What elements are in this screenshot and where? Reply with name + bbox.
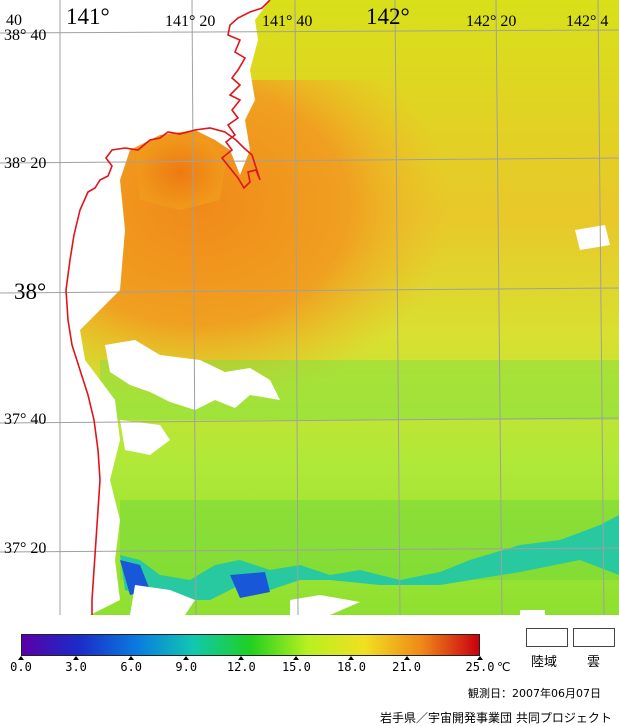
colorbar-tick-label: 15.0 bbox=[281, 660, 311, 674]
cloud-patch bbox=[120, 420, 170, 455]
cloud-legend-swatch bbox=[573, 628, 615, 647]
land-mass bbox=[0, 0, 270, 615]
lat-label-40-partial: 40 bbox=[6, 12, 22, 29]
colorbar-tick-mark bbox=[18, 656, 24, 660]
colorbar-tick-mark bbox=[477, 656, 483, 660]
colorbar-unit: ℃ bbox=[497, 660, 511, 674]
temperature-colorbar bbox=[21, 634, 480, 656]
lon-label-142-40: 142° 4 bbox=[566, 13, 609, 30]
colorbar-tick-label: 21.0 bbox=[392, 660, 421, 674]
cold-eddy-blue bbox=[120, 560, 270, 598]
lon-label-142-20: 142° 20 bbox=[466, 13, 517, 30]
cloud-legend-label: 雲 bbox=[587, 655, 601, 670]
warm-bay-water bbox=[135, 135, 225, 210]
lat-label-38-40: 38° 40 bbox=[4, 27, 47, 44]
lat-label-38-20: 38° 20 bbox=[4, 155, 47, 172]
colorbar-tick-mark bbox=[238, 656, 245, 660]
lon-label-142: 142° bbox=[366, 4, 410, 29]
sst-map-canvas bbox=[0, 0, 619, 615]
colorbar-tick-mark bbox=[348, 656, 355, 660]
colorbar-tick-mark bbox=[73, 656, 80, 660]
lon-label-141-40: 141° 40 bbox=[262, 13, 313, 30]
land-legend-label: 陸域 bbox=[531, 655, 558, 670]
colorbar-tick-label: 18.0 bbox=[337, 660, 366, 674]
graticule bbox=[0, 0, 619, 615]
colorbar-tick-label: 0.0 bbox=[10, 660, 32, 674]
lat-label-37-20: 37° 20 bbox=[4, 540, 47, 557]
colorbar-tick-label: 6.0 bbox=[120, 660, 142, 674]
land-legend-swatch bbox=[526, 628, 568, 647]
cloud-patch bbox=[130, 585, 195, 615]
colorbar-tick-mark bbox=[128, 656, 135, 660]
lon-label-141: 141° bbox=[66, 4, 110, 29]
colorbar-tick-label: 25.0 bbox=[465, 660, 495, 674]
colorbar-tick-label: 9.0 bbox=[175, 660, 198, 674]
cloud-patch bbox=[105, 340, 280, 410]
credit-line: 岩手県／宇宙開発事業団 共同プロジェクト bbox=[380, 711, 612, 725]
lat-label-37-40: 37° 40 bbox=[4, 411, 47, 428]
cloud-patch bbox=[290, 595, 360, 615]
colorbar-tick-mark bbox=[183, 656, 190, 660]
colorbar-tick-label: 12.0 bbox=[226, 660, 256, 674]
coastline bbox=[65, 0, 271, 615]
sst-map: 141° 141° 20 141° 40 142° 142° 20 142° 4… bbox=[0, 0, 619, 615]
observation-date: 観測日：2007年06月07日 bbox=[468, 687, 601, 700]
colorbar-tick-mark bbox=[293, 656, 300, 660]
colorbar-tick-label: 3.0 bbox=[65, 660, 87, 674]
colorbar-tick-mark bbox=[403, 656, 410, 660]
lon-label-141-20: 141° 20 bbox=[165, 13, 216, 30]
lat-label-38: 38° bbox=[14, 279, 47, 304]
